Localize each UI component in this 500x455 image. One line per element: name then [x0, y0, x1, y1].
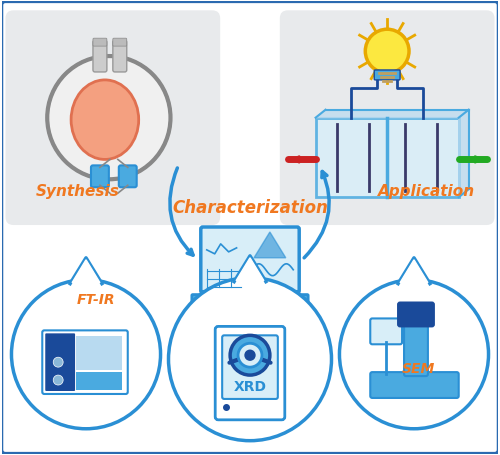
FancyBboxPatch shape	[316, 118, 458, 197]
Circle shape	[168, 278, 332, 441]
FancyBboxPatch shape	[113, 38, 127, 46]
Polygon shape	[236, 258, 264, 281]
FancyBboxPatch shape	[215, 326, 285, 420]
FancyBboxPatch shape	[76, 372, 122, 390]
FancyBboxPatch shape	[93, 38, 107, 46]
Text: FT-IR: FT-IR	[76, 293, 115, 307]
Circle shape	[238, 343, 262, 367]
FancyBboxPatch shape	[93, 40, 107, 72]
Circle shape	[47, 56, 170, 179]
Circle shape	[230, 335, 270, 375]
FancyBboxPatch shape	[370, 318, 402, 344]
Circle shape	[245, 350, 255, 360]
Circle shape	[53, 357, 63, 367]
FancyBboxPatch shape	[201, 227, 299, 293]
Circle shape	[340, 280, 488, 429]
FancyBboxPatch shape	[398, 303, 434, 326]
FancyBboxPatch shape	[192, 294, 308, 305]
FancyBboxPatch shape	[42, 330, 128, 394]
FancyBboxPatch shape	[76, 336, 122, 370]
FancyBboxPatch shape	[203, 291, 297, 296]
Polygon shape	[316, 110, 468, 118]
FancyBboxPatch shape	[113, 40, 127, 72]
FancyBboxPatch shape	[6, 10, 220, 225]
Polygon shape	[72, 260, 100, 283]
Text: XRD: XRD	[234, 380, 266, 394]
FancyBboxPatch shape	[91, 165, 109, 187]
FancyBboxPatch shape	[119, 165, 136, 187]
Polygon shape	[400, 260, 428, 283]
Circle shape	[366, 29, 409, 73]
Text: Application: Application	[378, 184, 474, 199]
Text: Characterization: Characterization	[172, 199, 328, 217]
Polygon shape	[458, 110, 468, 197]
Text: Synthesis: Synthesis	[36, 184, 119, 199]
Text: SEM: SEM	[402, 362, 434, 376]
Circle shape	[53, 375, 63, 385]
FancyBboxPatch shape	[404, 314, 428, 376]
FancyBboxPatch shape	[374, 70, 400, 80]
FancyBboxPatch shape	[280, 10, 494, 225]
Ellipse shape	[71, 80, 138, 159]
Circle shape	[12, 280, 160, 429]
Polygon shape	[254, 232, 286, 258]
FancyBboxPatch shape	[222, 335, 278, 399]
FancyBboxPatch shape	[370, 372, 458, 398]
FancyBboxPatch shape	[46, 334, 75, 391]
